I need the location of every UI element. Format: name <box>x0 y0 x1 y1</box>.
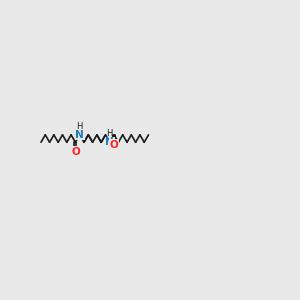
Text: N: N <box>105 137 114 147</box>
Text: H: H <box>106 129 113 138</box>
Text: N: N <box>75 130 84 140</box>
Text: H: H <box>76 122 83 131</box>
Text: O: O <box>71 147 80 157</box>
Text: O: O <box>110 140 118 150</box>
